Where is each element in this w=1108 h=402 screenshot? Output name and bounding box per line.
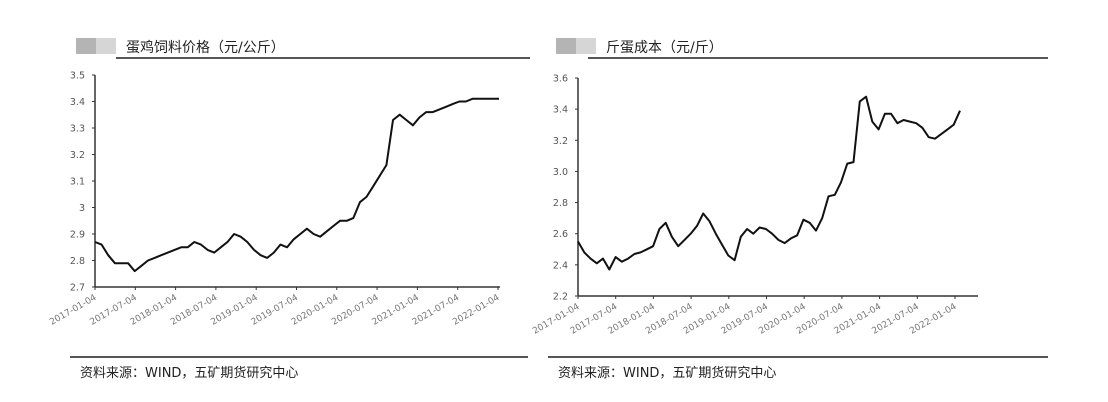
feed-price-panel: 蛋鸡饲料价格（元/公斤） 2.7 2.8 2.9 3 3.1 3.2 3.3 3.4 3.5 20… xyxy=(0,0,540,402)
y-tick-label: 2.4 xyxy=(553,260,568,271)
y-tick-label: 3.1 xyxy=(70,177,85,188)
egg-cost-source-note: 资料来源：WIND，五矿期货研究中心 xyxy=(558,366,777,381)
feed-price-source-note: 资料来源：WIND，五矿期货研究中心 xyxy=(80,366,299,381)
y-tick-label: 3.6 xyxy=(553,74,568,85)
title-tag-icon xyxy=(72,38,116,54)
y-tick-label: 3.0 xyxy=(553,167,568,178)
data-series-line xyxy=(577,95,961,271)
footer-divider xyxy=(548,356,1048,358)
y-tick-label: 3.4 xyxy=(70,97,85,108)
y-tick-label: 2.8 xyxy=(70,256,85,267)
data-series-line xyxy=(94,97,499,273)
y-tick-label: 3.4 xyxy=(553,105,568,116)
footer-divider xyxy=(70,356,528,358)
egg-cost-chart-title: 斤蛋成本（元/斤） xyxy=(606,40,723,56)
title-divider xyxy=(116,57,530,59)
y-tick-label: 3.5 xyxy=(70,71,85,82)
feed-price-chart-title: 蛋鸡饲料价格（元/公斤） xyxy=(126,40,285,56)
egg-cost-line-chart: 2.22.42.62.83.03.23.43.62017-01-042017-0… xyxy=(531,74,978,337)
y-tick-label: 2.7 xyxy=(70,283,85,294)
y-tick-label: 3 xyxy=(79,203,85,214)
y-tick-label: 2.8 xyxy=(553,198,568,209)
y-tick-label: 3.2 xyxy=(553,136,568,147)
egg-cost-title-bar: 斤蛋成本（元/斤） xyxy=(552,36,972,58)
feed-price-line-chart: 2.72.82.933.13.23.33.43.52017-01-042017-… xyxy=(48,71,502,328)
title-divider xyxy=(588,57,1048,59)
y-tick-label: 2.9 xyxy=(70,230,85,241)
y-tick-label: 3.2 xyxy=(70,150,85,161)
feed-price-title-bar: 蛋鸡饲料价格（元/公斤） xyxy=(72,36,492,58)
title-tag-icon xyxy=(552,38,596,54)
y-tick-label: 3.3 xyxy=(70,124,85,135)
y-tick-label: 2.6 xyxy=(553,229,568,240)
y-tick-label: 2.2 xyxy=(553,292,568,303)
